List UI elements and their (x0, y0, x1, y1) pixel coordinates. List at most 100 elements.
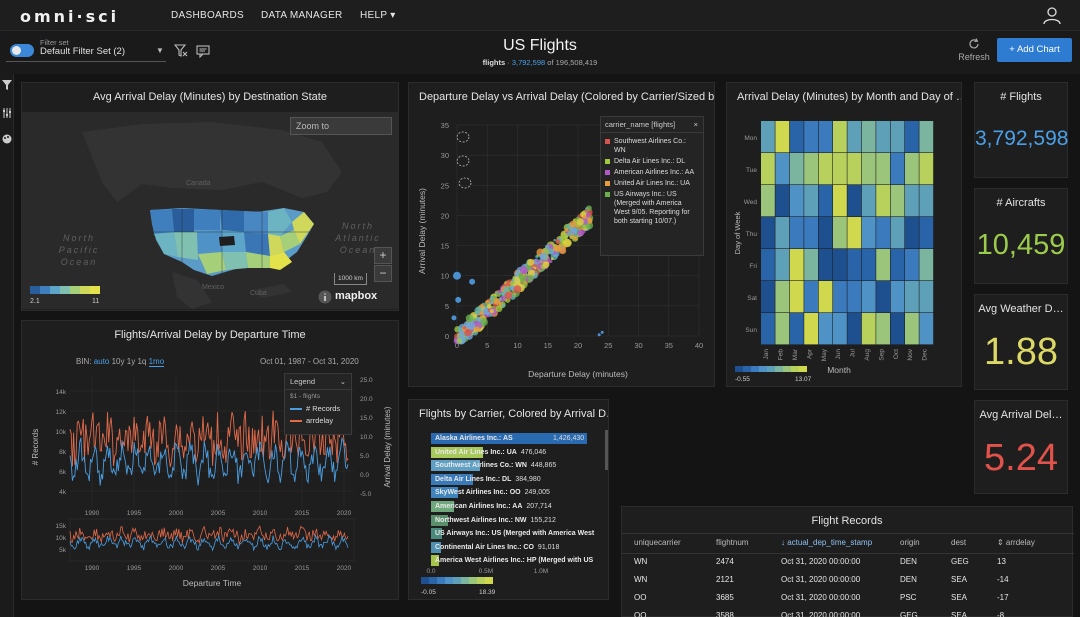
column-header[interactable]: ⇕ arrdelay (997, 538, 1035, 547)
heatmap-cell[interactable] (847, 185, 862, 217)
heatmap-cell[interactable] (919, 313, 934, 345)
us-states[interactable] (150, 208, 314, 276)
heatmap-cell[interactable] (775, 281, 790, 313)
heatmap-cell[interactable] (761, 313, 775, 345)
heatmap-cell[interactable] (919, 121, 934, 153)
scatter-plot[interactable]: 0 5 10 15 20 25 30 35 40 0 5 10 15 20 25 30 35 Departure … (409, 111, 716, 387)
heatmap-cell[interactable] (876, 313, 890, 345)
heatmap-cell[interactable] (890, 313, 905, 345)
bin-10y[interactable]: 10y (111, 357, 125, 366)
heatmap-cell[interactable] (804, 185, 818, 217)
heatmap-cell[interactable] (818, 185, 833, 217)
heatmap-cell[interactable] (847, 313, 862, 345)
heatmap-cell[interactable] (818, 121, 833, 153)
heatmap-cell[interactable] (804, 121, 818, 153)
heatmap-cell[interactable] (789, 217, 804, 249)
heatmap-cell[interactable] (761, 153, 775, 185)
info-icon[interactable] (318, 290, 332, 304)
carrier-bar[interactable]: Delta Air Lines Inc.: DL 384,980 (431, 473, 541, 485)
timeline-chart[interactable]: 14k 12k 10k 8k 6k 4k 25.0 20.0 15.0 10.0 5.0 0.0 -5.… (22, 367, 400, 601)
heatmap-cell[interactable] (919, 281, 934, 313)
bin-1y[interactable]: 1y (126, 357, 136, 366)
carrier-bar[interactable]: SkyWest Airlines Inc.: OO 249,005 (431, 487, 550, 499)
filter-toggle[interactable] (10, 44, 34, 57)
zoom-in-button[interactable]: + (374, 247, 392, 264)
heatmap-cell[interactable] (833, 121, 847, 153)
heatmap-cell[interactable] (861, 185, 876, 217)
add-chart-button[interactable]: + Add Chart (997, 38, 1072, 62)
heatmap-cell[interactable] (761, 121, 775, 153)
heatmap-cell[interactable] (876, 249, 890, 281)
chevron-down-icon[interactable]: ▼ (156, 46, 164, 55)
legend-item[interactable]: American Airlines Inc.: AA (605, 168, 699, 177)
zoom-out-button[interactable]: − (374, 265, 392, 282)
close-icon[interactable]: × (693, 120, 698, 129)
bin-auto[interactable]: auto (93, 357, 110, 366)
heatmap-cell[interactable] (804, 313, 818, 345)
heatmap-cell[interactable] (905, 185, 919, 217)
heatmap-cell[interactable] (847, 281, 862, 313)
heatmap-cell[interactable] (890, 185, 905, 217)
bin-1mo[interactable]: 1mo (148, 357, 165, 367)
column-header[interactable]: ↓ actual_dep_time_stamp (781, 538, 873, 547)
sliders-icon[interactable] (2, 108, 12, 118)
nav-help[interactable]: HELP ▾ (360, 10, 396, 21)
carrier-bar[interactable]: Continental Air Lines Inc.: CO 91,018 (431, 541, 559, 553)
scrollbar[interactable] (605, 430, 608, 470)
heatmap-cell[interactable] (861, 217, 876, 249)
heatmap-cell[interactable] (833, 185, 847, 217)
nav-data-manager[interactable]: DATA MANAGER (261, 10, 343, 21)
heatmap-cell[interactable] (905, 153, 919, 185)
heatmap-cell[interactable] (861, 121, 876, 153)
heatmap-cell[interactable] (919, 217, 934, 249)
heatmap-cell[interactable] (775, 185, 790, 217)
heatmap-cell[interactable] (890, 281, 905, 313)
clear-filter-icon[interactable] (174, 44, 188, 58)
carrier-bar[interactable]: American Airlines Inc.: AA 207,714 (431, 501, 552, 512)
column-header[interactable]: dest (951, 538, 967, 547)
heatmap-cell[interactable] (905, 313, 919, 345)
heatmap-cell[interactable] (775, 313, 790, 345)
heatmap-cell[interactable] (804, 281, 818, 313)
legend-item[interactable]: Southwest Airlines Co.: WN (605, 137, 699, 155)
heatmap-cell[interactable] (876, 281, 890, 313)
lasso-shape[interactable] (456, 131, 470, 143)
legend-item[interactable]: Delta Air Lines Inc.: DL (605, 157, 699, 166)
column-header[interactable]: uniquecarrier (634, 538, 681, 547)
heatmap-cell[interactable] (804, 217, 818, 249)
heatmap-cell[interactable] (775, 153, 790, 185)
heatmap-cell[interactable] (847, 121, 862, 153)
heatmap-cell[interactable] (775, 121, 790, 153)
heatmap-cell[interactable] (890, 217, 905, 249)
heatmap-cell[interactable] (775, 249, 790, 281)
heatmap-cell[interactable] (833, 313, 847, 345)
heatmap-cell[interactable] (804, 153, 818, 185)
heatmap-cell[interactable] (847, 249, 862, 281)
omnisci-logo[interactable]: omni·sci (20, 7, 120, 26)
heatmap-cell[interactable] (761, 185, 775, 217)
mapbox-attribution[interactable]: mapbox (335, 290, 378, 302)
filter-set-select[interactable] (6, 39, 166, 62)
heatmap-cell[interactable] (789, 249, 804, 281)
carrier-bar[interactable]: America West Airlines Inc.: HP (Merged w… (431, 555, 593, 567)
legend-item[interactable]: # Records (290, 403, 346, 415)
heatmap-cell[interactable] (789, 121, 804, 153)
heatmap-cell[interactable] (876, 217, 890, 249)
legend-item[interactable]: arrdelay (290, 415, 346, 427)
heatmap-cell[interactable] (789, 281, 804, 313)
legend-item[interactable]: US Airways Inc.: US (Merged with America… (605, 190, 699, 226)
heatmap-cell[interactable] (890, 153, 905, 185)
chevron-down-icon[interactable]: ⌄ (339, 377, 346, 386)
carrier-bar[interactable]: United Air Lines Inc.: UA 476,046 (431, 446, 546, 458)
heatmap-cell[interactable] (818, 153, 833, 185)
heatmap-cell[interactable] (847, 153, 862, 185)
heatmap-cell[interactable] (818, 281, 833, 313)
heatmap-cell[interactable] (789, 313, 804, 345)
nav-dashboards[interactable]: DASHBOARDS (171, 10, 245, 21)
heatmap-cell[interactable] (876, 121, 890, 153)
heatmap-cell[interactable] (905, 249, 919, 281)
palette-icon[interactable] (2, 134, 12, 144)
heatmap-cell[interactable] (905, 217, 919, 249)
heatmap-cell[interactable] (919, 185, 934, 217)
brush-area[interactable] (69, 518, 355, 562)
